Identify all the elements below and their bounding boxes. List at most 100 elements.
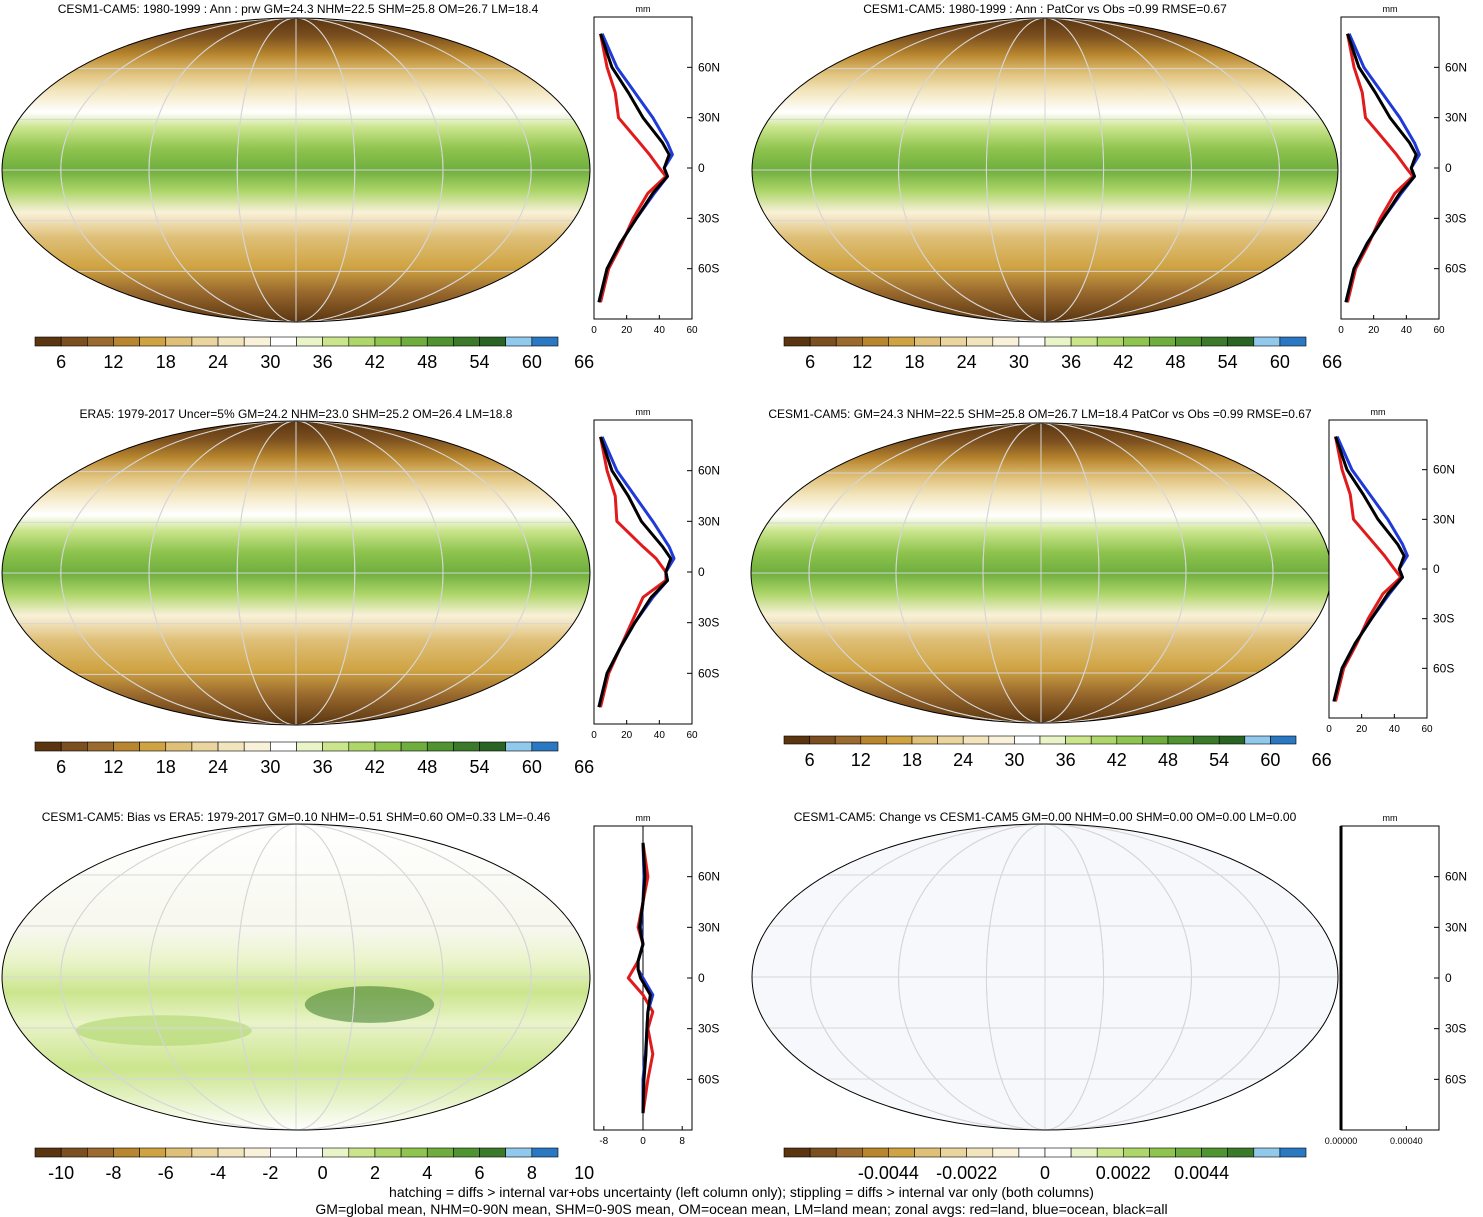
colorbar-label: 6 <box>475 1163 485 1183</box>
colorbar-label: 30 <box>1009 352 1029 372</box>
map <box>1 420 591 726</box>
x-tick-label: 60 <box>1421 724 1433 735</box>
graticule <box>2 824 590 1130</box>
colorbar-swatch <box>453 741 480 752</box>
colorbar-label: 18 <box>156 757 176 777</box>
colorbar-swatch <box>966 336 994 347</box>
colorbar: -0.0044 -0.0022 0 0.0022 0.0044 <box>783 1147 1307 1183</box>
colorbar-label: 42 <box>365 352 385 372</box>
colorbar-swatch <box>400 1147 428 1158</box>
colorbar-label: 6 <box>805 750 815 770</box>
colorbar-swatch <box>113 336 140 347</box>
map-border <box>751 17 1339 323</box>
colorbar-swatch <box>426 741 454 752</box>
colorbar-swatch <box>505 741 533 752</box>
x-tick-label: 60 <box>686 730 698 741</box>
colorbar-swatch <box>113 1147 140 1158</box>
lat-tick-label: 30S <box>698 616 719 630</box>
zonal-mean-plot: mm 60N 30N 0 30S 60S 0.00000 0.00040 <box>1325 813 1467 1146</box>
colorbar-swatch <box>1227 336 1255 347</box>
colorbar-swatch <box>1279 336 1307 347</box>
colorbar-label: 24 <box>953 750 973 770</box>
panel-title: CESM1-CAM5: GM=24.3 NHM=22.5 SHM=25.8 OM… <box>768 407 1312 421</box>
x-tick-label: 0.00040 <box>1390 1136 1423 1146</box>
colorbar: 6 12 18 24 30 36 42 48 54 60 66 <box>34 741 594 777</box>
colorbar-swatch <box>453 1147 480 1158</box>
lat-tick-label: 30N <box>1445 920 1467 934</box>
lat-tick-label: 60S <box>698 666 719 680</box>
x-tick-label: 20 <box>621 730 633 741</box>
colorbar-swatch <box>914 336 941 347</box>
colorbar-label: 18 <box>904 352 924 372</box>
colorbar-swatch <box>1014 735 1041 745</box>
colorbar-swatch <box>1201 336 1228 347</box>
zonal-unit-label: mm <box>636 4 651 14</box>
colorbar-swatch <box>1039 735 1066 745</box>
x-tick-label: 20 <box>621 325 633 336</box>
colorbar-label: -10 <box>48 1163 74 1183</box>
footnote-hatching: hatching = diffs > internal var+obs unce… <box>389 1184 1094 1200</box>
colorbar-label: 60 <box>1260 750 1280 770</box>
x-tick-label: 40 <box>1401 325 1413 336</box>
colorbar-swatch <box>888 1147 915 1158</box>
lat-tick-label: 0 <box>1445 971 1452 985</box>
lat-tick-label: 60S <box>698 262 719 276</box>
colorbar-swatch <box>60 336 88 347</box>
colorbar-swatch <box>1065 735 1092 745</box>
colorbar-swatch <box>296 741 323 752</box>
colorbar-swatch <box>139 1147 167 1158</box>
colorbar-swatch <box>988 735 1015 745</box>
colorbar-label: 36 <box>1056 750 1076 770</box>
colorbar-swatch <box>87 336 114 347</box>
colorbar-swatch <box>1123 1147 1150 1158</box>
colorbar-swatch <box>479 1147 506 1158</box>
colorbar-swatch <box>191 741 219 752</box>
colorbar-swatch <box>139 741 167 752</box>
map-border <box>1 17 591 323</box>
colorbar-swatch <box>270 336 297 347</box>
colorbar-swatch <box>1218 735 1246 745</box>
x-tick-label: 60 <box>1433 325 1445 336</box>
colorbar-label: 0.0022 <box>1096 1163 1151 1183</box>
map-border <box>751 823 1339 1131</box>
colorbar-label: 6 <box>56 757 66 777</box>
colorbar-swatch <box>888 336 915 347</box>
zonal-unit-label: mm <box>636 813 651 823</box>
colorbar-label: 0 <box>1040 1163 1050 1183</box>
colorbar-swatch <box>1175 336 1202 347</box>
colorbar-label: 42 <box>1113 352 1133 372</box>
colorbar-swatch <box>348 336 376 347</box>
lat-tick-label: 0 <box>1445 161 1452 175</box>
colorbar-swatch <box>505 336 533 347</box>
colorbar: 6 12 18 24 30 36 42 48 54 60 66 <box>34 336 594 372</box>
colorbar-swatch <box>139 336 167 347</box>
colorbar-swatch <box>531 336 559 347</box>
map <box>1 17 591 323</box>
bias-region <box>75 1015 252 1046</box>
colorbar-label: 66 <box>574 352 594 372</box>
colorbar-swatch <box>886 735 913 745</box>
zonal-series-all <box>1332 436 1406 702</box>
colorbar-label: 30 <box>1004 750 1024 770</box>
colorbar-label: 36 <box>313 757 333 777</box>
lat-tick-label: 30N <box>698 920 720 934</box>
lat-tick-label: 60S <box>698 1072 719 1086</box>
panel-title: CESM1-CAM5: Bias vs ERA5: 1979-2017 GM=0… <box>42 810 551 824</box>
colorbar-swatch <box>60 741 88 752</box>
colorbar-label: 36 <box>1061 352 1081 372</box>
x-tick-label: 60 <box>686 325 698 336</box>
colorbar-label: 54 <box>470 757 490 777</box>
colorbar-swatch <box>1096 1147 1124 1158</box>
colorbar-swatch <box>1175 1147 1202 1158</box>
colorbar-swatch <box>400 336 428 347</box>
colorbar-swatch <box>1149 336 1176 347</box>
map <box>751 17 1339 323</box>
colorbar-swatch <box>1070 1147 1098 1158</box>
colorbar-swatch <box>940 1147 967 1158</box>
colorbar-swatch <box>426 336 454 347</box>
lat-tick-label: 60N <box>1445 870 1467 884</box>
colorbar-swatch <box>322 741 350 752</box>
colorbar-swatch <box>34 741 62 752</box>
colorbar-swatch <box>374 741 402 752</box>
